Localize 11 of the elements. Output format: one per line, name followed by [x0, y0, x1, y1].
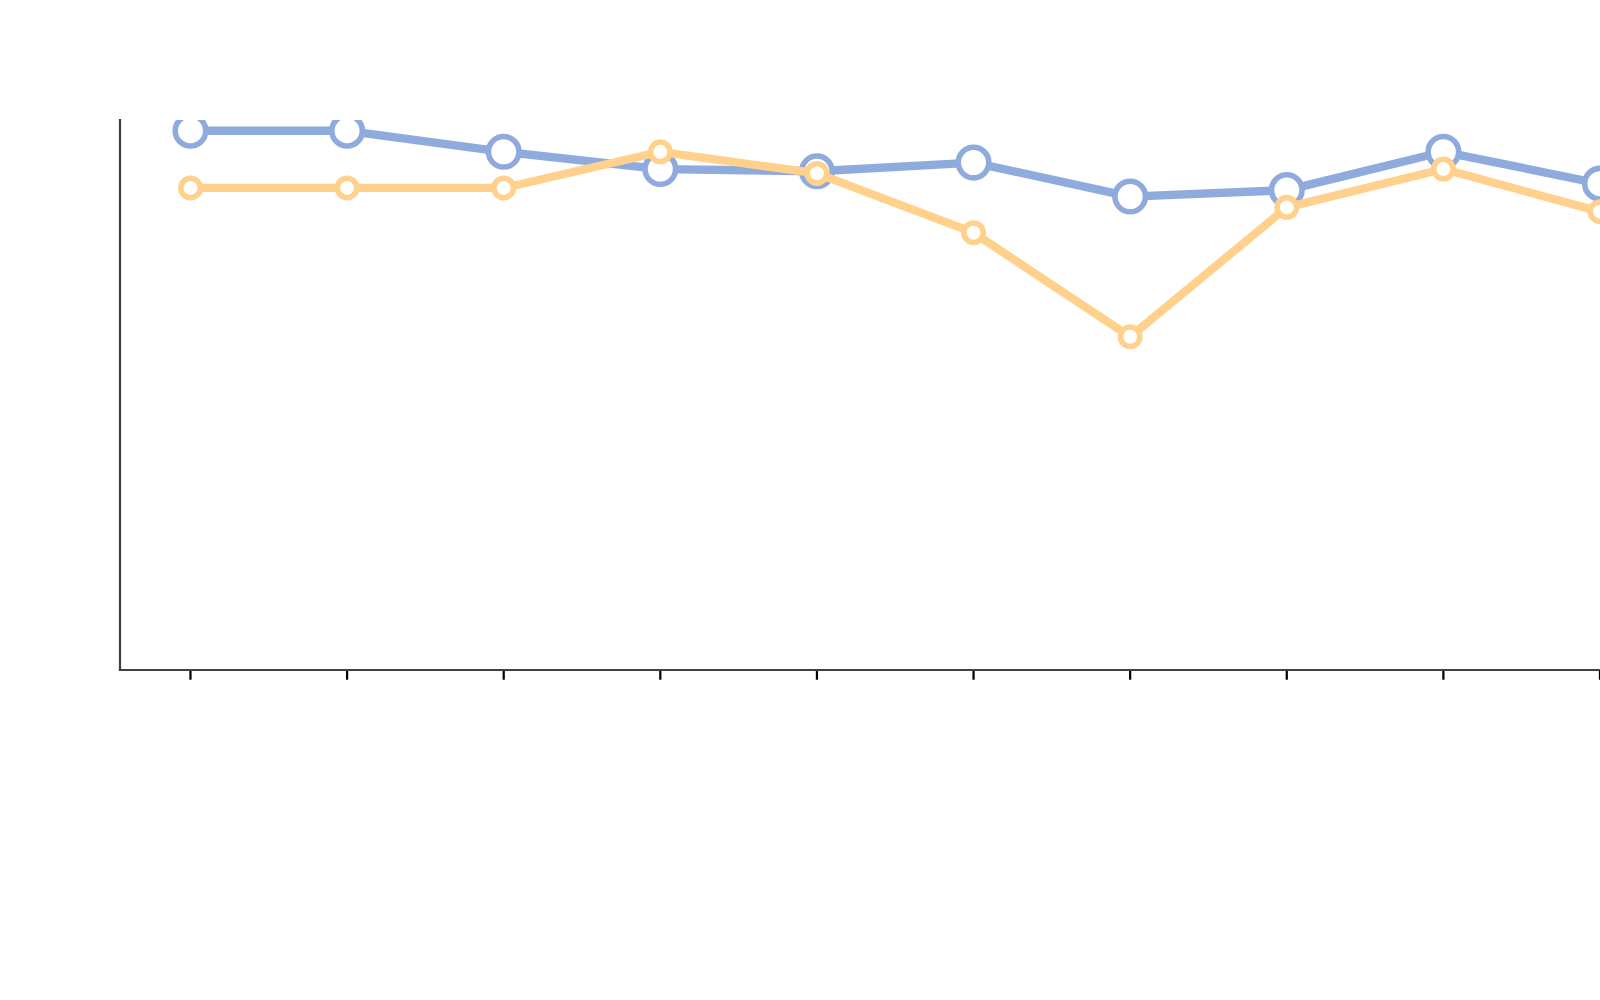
point: [177, 175, 203, 201]
point: [1117, 324, 1143, 350]
point: [491, 175, 517, 201]
point: [1112, 178, 1149, 215]
point: [334, 175, 360, 201]
point: [647, 139, 673, 165]
point: [955, 144, 992, 181]
point: [485, 133, 522, 170]
point: [1274, 194, 1300, 220]
point: [1430, 156, 1456, 182]
point: [961, 220, 987, 246]
